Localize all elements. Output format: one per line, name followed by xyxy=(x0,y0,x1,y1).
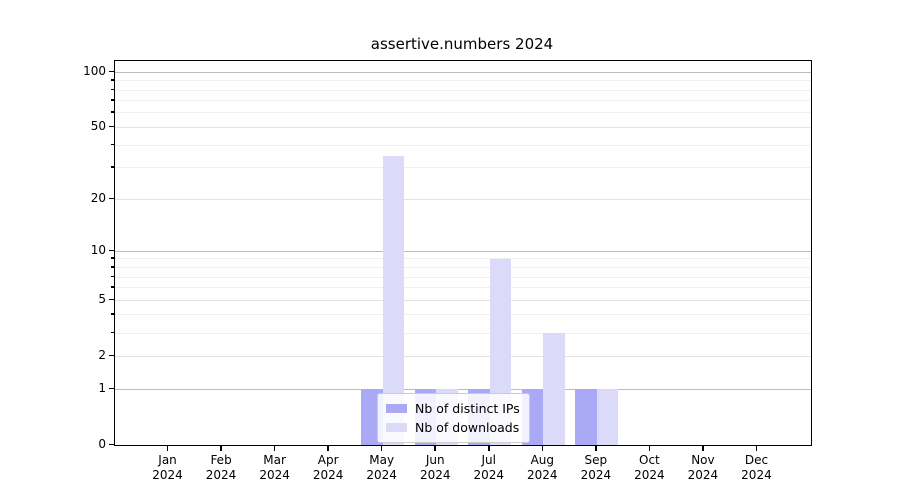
x-tick-mark-mar xyxy=(273,445,276,451)
y-tick-label-5: 5 xyxy=(98,292,106,307)
y-tick-mark-10 xyxy=(109,249,114,252)
bar-sep-ips xyxy=(575,389,597,445)
x-tick-label-sep: Sep 2024 xyxy=(580,453,612,482)
y-minor-tick-mark-9 xyxy=(111,257,114,259)
y-tick-label-2: 2 xyxy=(98,348,106,363)
y-minor-tick-mark-90 xyxy=(111,79,114,81)
x-tick-mark-jan xyxy=(166,445,169,451)
y-minor-tick-mark-7 xyxy=(111,275,114,278)
x-tick-label-may: May 2024 xyxy=(366,453,397,482)
legend-label-ips: Nb of distinct IPs xyxy=(415,401,520,416)
x-tick-mark-oct xyxy=(648,445,651,451)
x-tick-mark-feb xyxy=(220,445,222,451)
y-minor-tick-mark-80 xyxy=(111,88,114,90)
gridline-y-70 xyxy=(115,100,811,102)
x-tick-mark-may xyxy=(380,445,383,451)
y-minor-tick-mark-8 xyxy=(111,266,114,268)
gridline-y-10 xyxy=(115,250,811,252)
gridline-y-2 xyxy=(115,355,811,357)
y-minor-tick-mark-70 xyxy=(111,99,114,101)
gridline-y-80 xyxy=(115,89,811,91)
gridline-y-5 xyxy=(115,299,811,301)
gridline-y-100 xyxy=(115,71,811,73)
y-minor-tick-mark-3 xyxy=(111,331,114,333)
x-tick-label-aug: Aug 2024 xyxy=(527,453,558,482)
plot-area: Nb of distinct IPs Nb of downloads xyxy=(114,60,812,446)
gridline-y-60 xyxy=(115,112,811,114)
bar-aug-downloads xyxy=(543,333,565,445)
y-tick-mark-2 xyxy=(109,354,114,357)
y-minor-tick-mark-30 xyxy=(111,166,114,168)
x-tick-label-jun: Jun 2024 xyxy=(419,453,451,482)
x-tick-label-apr: Apr 2024 xyxy=(312,453,344,482)
legend-swatch-downloads xyxy=(386,423,407,432)
chart-title: assertive.numbers 2024 xyxy=(370,35,554,53)
y-tick-label-10: 10 xyxy=(90,243,106,258)
gridline-y-30 xyxy=(115,167,811,169)
x-tick-mark-jun xyxy=(434,445,436,451)
y-tick-label-100: 100 xyxy=(83,64,106,79)
y-minor-tick-mark-6 xyxy=(111,286,114,288)
gridline-y-3 xyxy=(115,332,811,334)
bar-sep-downloads xyxy=(596,389,619,445)
legend-row-ips: Nb of distinct IPs xyxy=(386,399,520,418)
legend-label-downloads: Nb of downloads xyxy=(415,420,520,435)
x-tick-label-nov: Nov 2024 xyxy=(687,453,719,482)
gridline-y-90 xyxy=(115,80,811,82)
x-tick-mark-apr xyxy=(327,445,329,451)
y-tick-mark-20 xyxy=(109,197,114,200)
x-tick-label-feb: Feb 2024 xyxy=(205,453,237,482)
y-tick-mark-1 xyxy=(109,387,114,389)
x-tick-label-jul: Jul 2024 xyxy=(473,453,505,482)
y-tick-mark-0 xyxy=(109,443,114,445)
x-tick-label-mar: Mar 2024 xyxy=(259,453,290,482)
x-tick-mark-nov xyxy=(702,445,704,451)
x-tick-label-dec: Dec 2024 xyxy=(741,453,772,482)
x-tick-mark-sep xyxy=(595,445,597,451)
legend: Nb of distinct IPs Nb of downloads xyxy=(377,393,530,443)
y-minor-tick-mark-4 xyxy=(111,313,114,315)
y-tick-label-50: 50 xyxy=(90,119,106,134)
y-tick-mark-50 xyxy=(109,125,114,128)
bar-may-downloads xyxy=(382,155,405,445)
gridline-y-50 xyxy=(115,126,811,128)
gridline-y-6 xyxy=(115,287,811,289)
gridline-y-8 xyxy=(115,267,811,268)
y-tick-label-20: 20 xyxy=(90,191,106,206)
y-minor-tick-mark-40 xyxy=(111,143,114,145)
gridline-y-20 xyxy=(115,198,811,200)
y-tick-label-0: 0 xyxy=(98,437,106,451)
legend-row-downloads: Nb of downloads xyxy=(386,418,520,437)
y-tick-label-1: 1 xyxy=(98,381,106,395)
y-tick-mark-100 xyxy=(109,70,114,73)
gridline-y-40 xyxy=(115,144,811,146)
gridline-y-1 xyxy=(115,388,811,390)
y-tick-mark-5 xyxy=(109,298,114,301)
legend-swatch-ips xyxy=(386,404,407,413)
x-tick-label-jan: Jan 2024 xyxy=(152,453,183,482)
gridline-y-7 xyxy=(115,276,811,278)
x-tick-mark-dec xyxy=(755,445,758,451)
gridline-y-4 xyxy=(115,314,811,316)
y-minor-tick-mark-60 xyxy=(111,111,114,113)
x-tick-mark-aug xyxy=(541,445,544,451)
x-tick-mark-jul xyxy=(488,445,490,451)
x-tick-label-oct: Oct 2024 xyxy=(634,453,665,482)
gridline-y-9 xyxy=(115,258,811,260)
